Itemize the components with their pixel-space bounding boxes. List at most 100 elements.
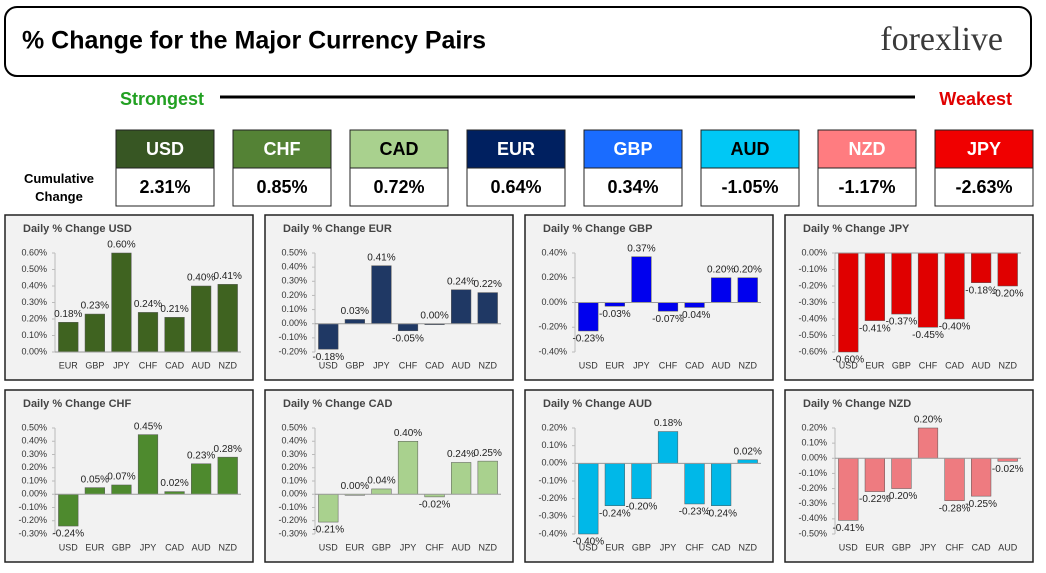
- bar: [84, 487, 105, 495]
- y-tick-label: 0.50%: [281, 422, 307, 432]
- value-label: 0.37%: [627, 243, 655, 254]
- bar: [217, 284, 238, 353]
- value-label: -0.45%: [912, 330, 944, 341]
- change-value: 0.85%: [256, 177, 307, 197]
- x-tick-label: USD: [59, 542, 79, 552]
- y-tick-label: 0.50%: [21, 422, 47, 432]
- bar: [838, 458, 859, 521]
- value-label: -0.24%: [705, 508, 737, 519]
- y-tick-label: 0.50%: [21, 264, 47, 274]
- value-label: -0.02%: [992, 464, 1024, 475]
- value-label: -0.18%: [312, 352, 344, 363]
- bar: [631, 463, 652, 499]
- value-label: 0.40%: [187, 273, 215, 284]
- value-label: 0.60%: [107, 240, 135, 251]
- currency-box: [115, 129, 215, 169]
- x-tick-label: USD: [579, 542, 599, 552]
- bar: [944, 252, 965, 320]
- x-tick-label: AUD: [972, 360, 992, 370]
- bar: [217, 456, 238, 495]
- value-label: -0.20%: [886, 491, 918, 502]
- change-value: 0.64%: [490, 177, 541, 197]
- value-label: 0.23%: [187, 450, 215, 461]
- currency-name: USD: [146, 139, 184, 159]
- bar: [344, 319, 365, 324]
- x-tick-label: AUD: [452, 360, 472, 370]
- currency-name: JPY: [967, 139, 1001, 159]
- x-tick-label: GBP: [372, 542, 391, 552]
- y-tick-label: 0.00%: [21, 346, 47, 356]
- chart-title: Daily % Change USD: [23, 223, 132, 235]
- x-tick-label: AUD: [712, 360, 732, 370]
- value-label: -0.07%: [652, 314, 684, 325]
- x-tick-label: GBP: [892, 542, 911, 552]
- y-tick-label: -0.50%: [798, 330, 827, 340]
- y-tick-label: 0.30%: [281, 449, 307, 459]
- change-box: [817, 167, 917, 207]
- x-tick-label: CHF: [685, 542, 704, 552]
- x-tick-label: CAD: [165, 542, 185, 552]
- value-label: -0.18%: [965, 285, 997, 296]
- x-tick-label: USD: [839, 542, 859, 552]
- x-tick-label: CAD: [712, 542, 732, 552]
- y-tick-label: -0.60%: [798, 346, 827, 356]
- value-label: -0.25%: [965, 499, 997, 510]
- x-tick-label: AUD: [192, 360, 212, 370]
- currency-name: GBP: [613, 139, 652, 159]
- value-label: 0.22%: [474, 279, 502, 290]
- value-label: -0.03%: [599, 309, 631, 320]
- x-tick-label: JPY: [633, 360, 650, 370]
- x-tick-label: JPY: [113, 360, 130, 370]
- y-tick-label: -0.30%: [538, 511, 567, 521]
- currency-name: EUR: [497, 139, 535, 159]
- value-label: 0.20%: [734, 264, 762, 275]
- y-tick-label: 0.20%: [21, 313, 47, 323]
- x-tick-label: USD: [839, 360, 859, 370]
- change-value: 0.34%: [607, 177, 658, 197]
- y-tick-label: 0.30%: [21, 449, 47, 459]
- x-tick-label: NZD: [478, 360, 497, 370]
- value-label: 0.40%: [394, 428, 422, 439]
- value-label: 0.23%: [81, 301, 109, 312]
- x-tick-label: GBP: [345, 360, 364, 370]
- change-box: [583, 167, 683, 207]
- value-label: -0.40%: [939, 322, 971, 333]
- value-label: 0.18%: [654, 418, 682, 429]
- chart-title: Daily % Change CAD: [283, 398, 392, 410]
- value-label: -0.41%: [859, 323, 891, 334]
- y-tick-label: -0.40%: [538, 346, 567, 356]
- y-tick-label: 0.00%: [281, 318, 307, 328]
- bar: [137, 312, 159, 353]
- y-tick-label: 0.30%: [281, 276, 307, 286]
- bar: [838, 252, 859, 353]
- bar: [111, 252, 132, 353]
- y-tick-label: -0.30%: [798, 297, 827, 307]
- bar: [58, 494, 79, 527]
- y-tick-label: -0.10%: [18, 502, 47, 512]
- bar: [84, 313, 105, 353]
- y-tick-label: -0.20%: [538, 493, 567, 503]
- value-label: -0.20%: [626, 501, 658, 512]
- bar: [971, 458, 992, 497]
- value-label: 0.02%: [160, 478, 188, 489]
- value-label: 0.41%: [214, 271, 242, 282]
- x-tick-label: EUR: [85, 542, 105, 552]
- x-tick-label: JPY: [920, 542, 937, 552]
- x-tick-label: NZD: [478, 542, 497, 552]
- bar: [578, 463, 599, 535]
- value-label: -0.22%: [859, 494, 891, 505]
- bar: [477, 292, 498, 324]
- change-box: [934, 167, 1034, 207]
- y-tick-label: -0.30%: [18, 528, 47, 538]
- chart-panel: [4, 389, 254, 563]
- logo: forexlive: [880, 21, 1003, 58]
- change-box: [466, 167, 566, 207]
- bar: [604, 463, 625, 506]
- change-value: 2.31%: [139, 177, 190, 197]
- value-label: -0.21%: [312, 525, 344, 536]
- y-tick-label: 0.00%: [21, 489, 47, 499]
- value-label: 0.24%: [447, 449, 475, 460]
- value-label: 0.00%: [420, 310, 448, 321]
- y-tick-label: 0.40%: [281, 436, 307, 446]
